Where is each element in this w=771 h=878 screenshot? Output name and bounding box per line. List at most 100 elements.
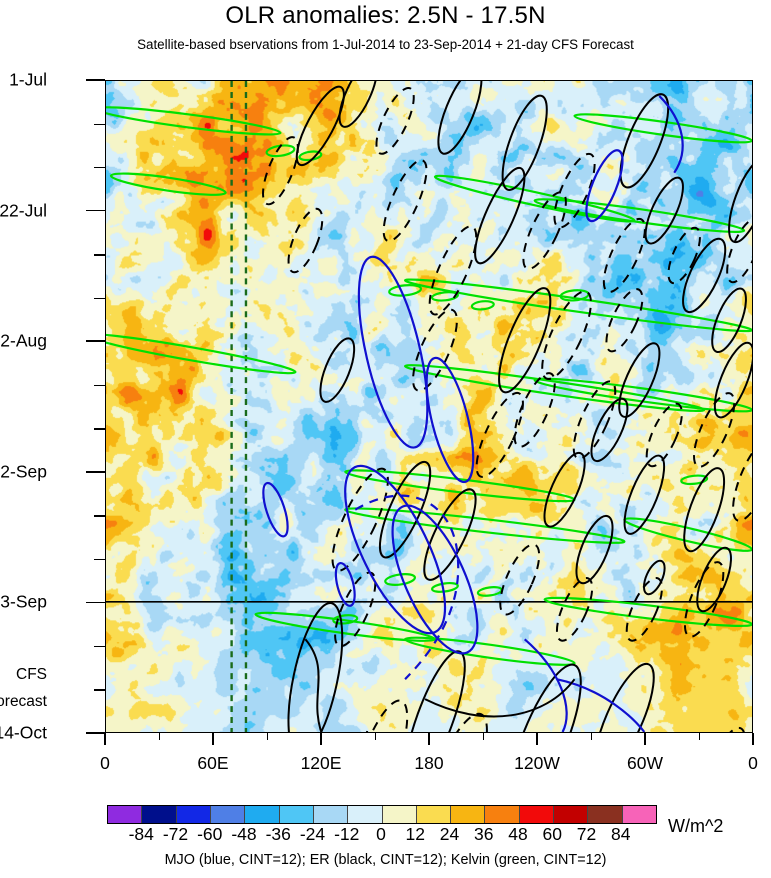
y-axis-tick-major	[86, 471, 105, 473]
er-contour	[334, 571, 377, 648]
kelvin-contour	[433, 174, 636, 223]
kelvin-contour	[543, 596, 752, 627]
er-contour	[682, 237, 727, 314]
colorbar-tick-24: 24	[439, 824, 460, 844]
x-axis-tick-minor	[159, 733, 161, 740]
colorbar-swatch-0	[108, 806, 143, 823]
colorbar-units-label: W/m^2	[668, 816, 724, 836]
er-contour	[696, 546, 732, 613]
y-axis-tick-minor	[94, 254, 105, 256]
kelvin-contour	[533, 198, 746, 233]
er-contour	[352, 699, 409, 732]
er-contour	[423, 488, 477, 581]
er-contour	[338, 81, 378, 128]
er-contour	[726, 217, 752, 284]
er-contour	[541, 290, 592, 381]
cfs-forecast-annotation-line1: CFS	[16, 666, 47, 683]
y-axis-label-12-aug: 12-Aug	[0, 330, 47, 351]
mjo-contour	[262, 481, 289, 538]
colorbar-tick-0: 0	[376, 824, 386, 844]
er-contour	[428, 225, 478, 316]
er-contour	[437, 81, 483, 155]
er-contour	[375, 86, 415, 155]
x-axis-tick-major	[536, 733, 538, 745]
er-contour	[594, 662, 655, 732]
mjo-contour-open	[523, 638, 568, 732]
mjo-contour	[425, 356, 475, 484]
er-contour	[474, 166, 526, 265]
y-axis-label-22-jul: 22-Jul	[0, 200, 47, 221]
er-contour	[522, 191, 567, 270]
colorbar-swatch-12	[519, 806, 555, 823]
colorbar	[107, 805, 657, 824]
x-axis-tick-minor	[483, 733, 485, 740]
er-contour	[702, 726, 746, 732]
er-contour	[605, 288, 644, 353]
colorbar-swatch-9	[416, 806, 452, 823]
colorbar-tick-60: 60	[542, 824, 562, 844]
kelvin-contour	[403, 364, 706, 413]
kelvin-contour	[430, 291, 459, 302]
colorbar-tick--72: -72	[162, 824, 189, 844]
x-axis-tick-minor	[699, 733, 701, 740]
colorbar-tick-48: 48	[508, 824, 528, 844]
kelvin-contour	[106, 333, 297, 375]
er-contour	[553, 152, 596, 229]
er-contour-open-2	[424, 678, 576, 718]
y-axis-tick-minor	[94, 384, 105, 387]
kelvin-contour	[476, 586, 503, 597]
page-title: OLR anomalies: 2.5N - 17.5N	[225, 2, 546, 29]
y-axis-tick-major	[86, 732, 105, 734]
colorbar-tick-84: 84	[611, 824, 631, 844]
colorbar-tick--36: -36	[265, 824, 291, 844]
colorbar-swatch-8	[382, 806, 417, 823]
y-axis-label-1-jul: 1-Jul	[9, 69, 47, 90]
er-contour	[623, 454, 666, 535]
kelvin-contour	[344, 507, 626, 544]
er-contour	[287, 207, 324, 274]
kelvin-contour	[403, 636, 576, 666]
colorbar-tick--12: -12	[334, 824, 360, 844]
y-axis-tick-minor	[94, 645, 105, 648]
colorbar-swatch-13	[554, 806, 589, 823]
y-axis-label-14-oct: 14-Oct	[0, 722, 47, 743]
cfs-forecast-annotation-line2: Forecast	[0, 693, 47, 710]
er-contour	[618, 342, 661, 418]
y-axis-tick-major	[86, 601, 105, 604]
x-axis-tick-minor	[375, 733, 377, 740]
colorbar-swatch-3	[210, 806, 246, 823]
x-axis-tick-major	[752, 733, 754, 745]
y-axis-label-23-sep: 23-Sep	[0, 591, 47, 612]
kelvin-contour	[109, 172, 227, 196]
page-subtitle: Satellite-based bservations from 1-Jul-2…	[137, 37, 634, 52]
y-axis-tick-minor	[94, 297, 105, 300]
y-axis-tick-minor	[94, 123, 105, 125]
er-contour	[501, 94, 548, 191]
y-axis-label-2-sep: 2-Sep	[0, 461, 47, 482]
colorbar-swatch-15	[622, 806, 656, 823]
colorbar-swatch-11	[485, 806, 520, 823]
colorbar-tick--48: -48	[231, 824, 257, 844]
er-contour	[713, 341, 752, 419]
wave-contour-overlay	[106, 81, 752, 732]
colorbar-swatch-5	[279, 806, 314, 823]
x-axis-tick-major	[320, 733, 322, 745]
er-contour	[693, 392, 736, 468]
er-contour	[412, 308, 458, 392]
er-contour	[262, 136, 299, 206]
kelvin-contour	[431, 582, 459, 593]
mjo-contour	[585, 149, 624, 223]
er-contour	[295, 85, 345, 167]
hovmoller-plot-area	[105, 80, 753, 733]
er-contour	[732, 437, 752, 522]
colorbar-tick--60: -60	[197, 824, 223, 844]
x-axis-label-180: 180	[414, 753, 444, 773]
er-contour	[404, 650, 466, 732]
er-contour	[513, 372, 556, 448]
er-contour	[421, 712, 488, 732]
colorbar-tick--24: -24	[299, 824, 326, 844]
er-contour	[625, 577, 663, 642]
y-axis-tick-minor	[94, 689, 105, 691]
x-axis-label-60e: 60E	[197, 753, 229, 773]
mjo-contour-open-2	[556, 678, 646, 732]
